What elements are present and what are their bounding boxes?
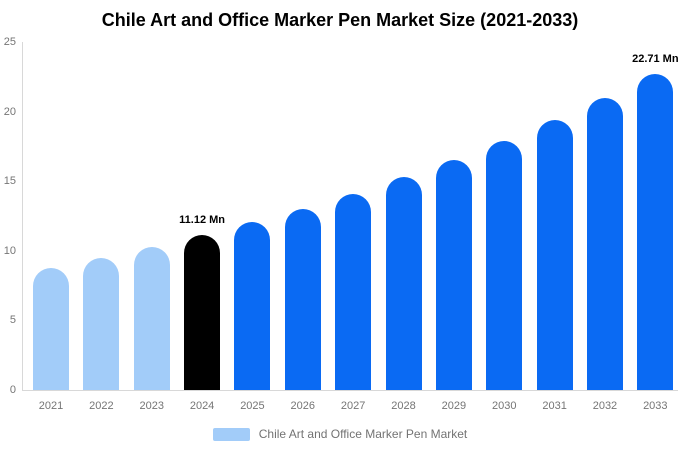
y-tick-label-15: 15 xyxy=(3,175,16,188)
bar-2029[interactable] xyxy=(435,159,472,390)
bar-2031[interactable] xyxy=(536,120,573,390)
x-label-2030: 2030 xyxy=(491,400,517,412)
y-tick-label-5: 5 xyxy=(9,314,16,327)
bar-2032[interactable] xyxy=(586,97,623,390)
bar-2028[interactable] xyxy=(385,177,422,390)
legend[interactable]: Chile Art and Office Marker Pen Market xyxy=(0,427,680,441)
x-label-2026: 2026 xyxy=(290,400,316,412)
bar-2027[interactable] xyxy=(335,193,372,390)
legend-swatch[interactable] xyxy=(212,427,250,441)
x-label-2023: 2023 xyxy=(139,400,164,412)
bar-2026[interactable] xyxy=(284,208,321,390)
chart-title: Chile Art and Office Marker Pen Market S… xyxy=(101,10,579,30)
x-label-2022: 2022 xyxy=(89,400,114,412)
y-tick-label-10: 10 xyxy=(3,244,16,257)
x-label-2021: 2021 xyxy=(38,400,64,412)
data-label-2033: 22.71 Mn xyxy=(632,52,679,65)
x-label-2029: 2029 xyxy=(441,400,467,412)
bar-2025[interactable] xyxy=(234,222,271,390)
x-label-2024: 2024 xyxy=(189,400,215,412)
x-label-2025: 2025 xyxy=(240,400,265,412)
y-axis-line xyxy=(22,42,23,391)
bar-2022[interactable] xyxy=(83,257,120,390)
data-label-2024: 11.12 Mn xyxy=(179,214,226,227)
legend-label[interactable]: Chile Art and Office Marker Pen Market xyxy=(258,427,468,441)
y-tick-label-0: 0 xyxy=(9,384,16,396)
bar-2024[interactable] xyxy=(184,235,221,390)
x-label-2032: 2032 xyxy=(592,400,618,412)
y-tick-label-20: 20 xyxy=(3,105,16,118)
x-label-2031: 2031 xyxy=(542,400,567,412)
x-axis-line xyxy=(22,390,678,391)
x-label-2028: 2028 xyxy=(391,400,416,412)
x-label-2027: 2027 xyxy=(340,400,366,412)
x-label-2033: 2033 xyxy=(643,400,668,412)
bar-2030[interactable] xyxy=(486,140,523,390)
bar-2021[interactable] xyxy=(33,268,69,390)
bar-2033[interactable] xyxy=(637,73,674,390)
y-tick-label-25: 25 xyxy=(3,36,16,48)
bar-2023[interactable] xyxy=(133,247,170,390)
